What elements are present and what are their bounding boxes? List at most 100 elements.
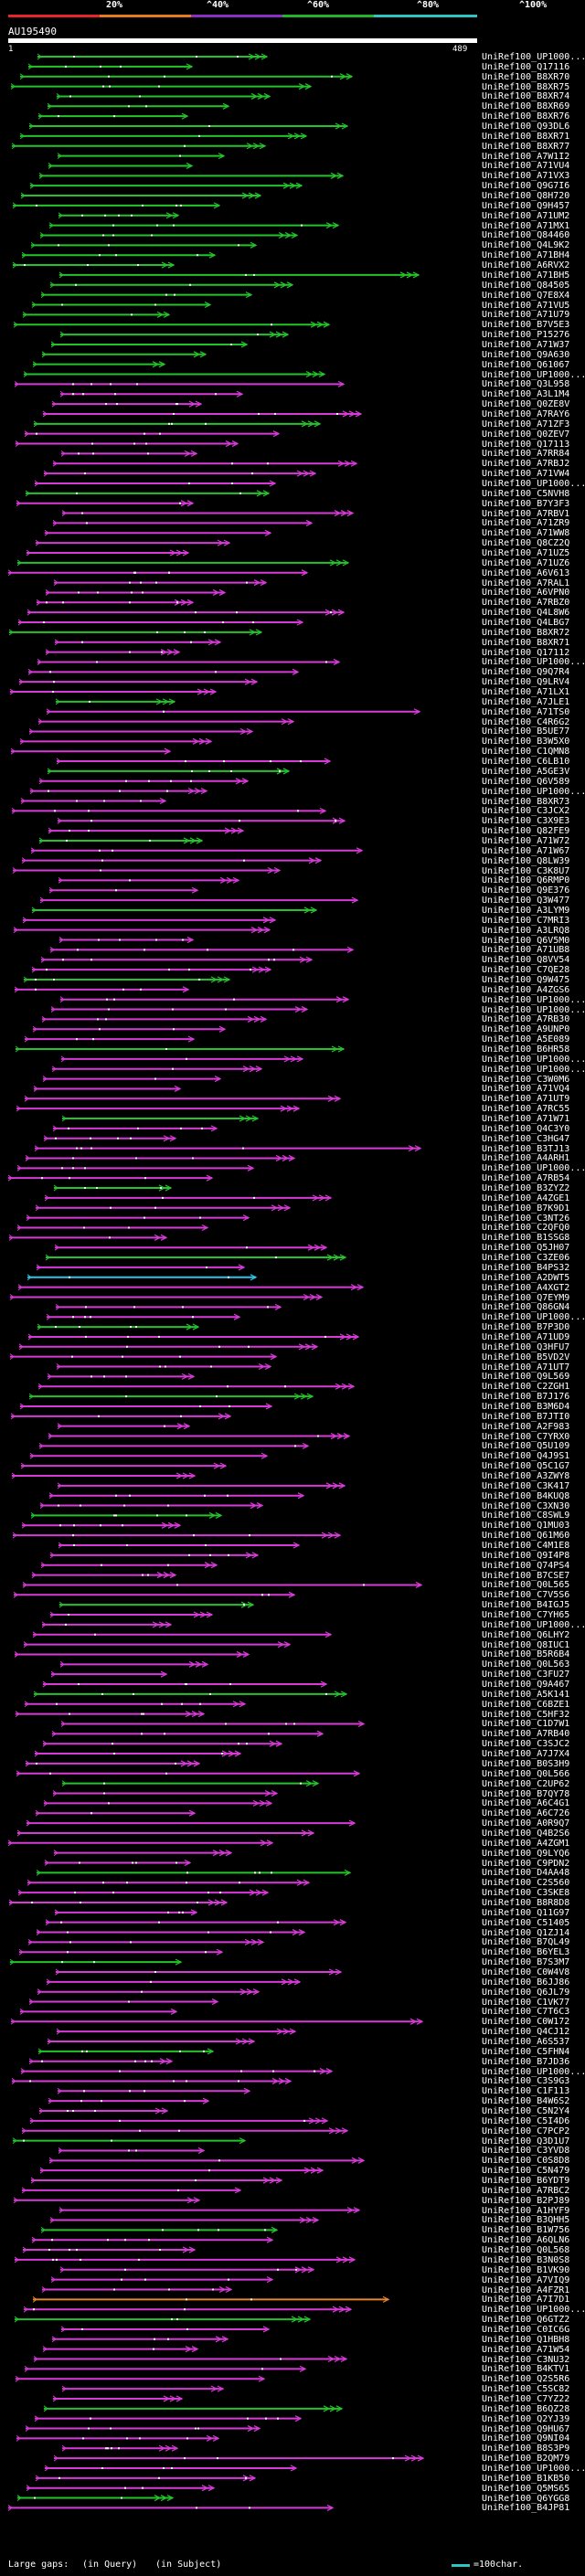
hit-alignment[interactable] [39,1502,264,1510]
hit-alignment[interactable] [48,886,199,894]
hit-label[interactable]: UniRef100_C3K417 [482,1480,570,1491]
hit-label[interactable]: UniRef100_B8XR69 [482,101,570,112]
hit-alignment[interactable] [54,1244,328,1251]
hit-alignment[interactable] [47,768,291,775]
hit-label[interactable]: UniRef100_C3HG47 [482,1133,570,1144]
hit-alignment[interactable] [47,102,230,110]
hit-label[interactable]: UniRef100_B4W6S2 [482,2096,570,2107]
hit-alignment[interactable] [24,1095,342,1102]
hit-label[interactable]: UniRef100_B3ZYZ2 [482,1183,570,1194]
hit-label[interactable]: UniRef100_Q4J9S1 [482,1451,570,1462]
hit-label[interactable]: UniRef100_A5GE3V [482,766,570,777]
hit-label[interactable]: UniRef100_B5R6B4 [482,1649,570,1660]
hit-alignment[interactable] [8,1234,168,1241]
hit-alignment[interactable] [23,2306,353,2313]
hit-label[interactable]: UniRef100_A4ZGM1 [482,1838,570,1849]
hit-alignment[interactable] [10,747,172,755]
hit-alignment[interactable] [41,1621,173,1628]
hit-alignment[interactable] [37,112,189,120]
hit-alignment[interactable] [7,569,309,577]
hit-alignment[interactable] [24,1035,196,1043]
hit-alignment[interactable] [55,698,176,705]
hit-alignment[interactable] [36,1264,246,1271]
hit-alignment[interactable] [53,1850,233,1857]
hit-label[interactable]: UniRef100_Q6YGG8 [482,2493,570,2504]
hit-alignment[interactable] [27,1879,311,1886]
hit-alignment[interactable] [26,1819,356,1827]
hit-label[interactable]: UniRef100_B5UE77 [482,726,570,737]
hit-label[interactable]: UniRef100_B8XR70 [482,71,570,82]
hit-alignment[interactable] [10,83,313,90]
hit-label[interactable]: UniRef100_A7RB40 [482,1729,570,1740]
hit-label[interactable]: UniRef100_A4ZGS6 [482,984,570,995]
hit-label[interactable]: UniRef100_B7JD36 [482,2056,570,2067]
hit-label[interactable]: UniRef100_Q0ZE8V [482,399,570,410]
hit-label[interactable]: UniRef100_B8R8D8 [482,1897,570,1908]
hit-label[interactable]: UniRef100_Q6V5M0 [482,935,570,946]
hit-label[interactable]: UniRef100_C7PCP2 [482,2125,570,2136]
hit-alignment[interactable] [37,53,269,60]
hit-label[interactable]: UniRef100_Q1MU03 [482,1521,570,1532]
hit-label[interactable]: UniRef100_Q2S5R6 [482,2374,570,2385]
hit-label[interactable]: UniRef100_A6C726 [482,1808,570,1819]
hit-alignment[interactable] [43,1799,273,1807]
hit-alignment[interactable] [41,2285,233,2294]
hit-alignment[interactable] [26,549,190,557]
hit-label[interactable]: UniRef100_A71UZ6 [482,557,570,568]
hit-alignment[interactable] [16,1770,361,1777]
hit-alignment[interactable] [61,510,355,517]
hit-alignment[interactable] [25,1154,296,1161]
hit-label[interactable]: UniRef100_A71UT9 [482,1094,570,1105]
hit-label[interactable]: UniRef100_C3YVD8 [482,2146,570,2157]
hit-alignment[interactable] [43,1135,177,1142]
hit-label[interactable]: UniRef100_Q84505 [482,280,570,291]
hit-alignment[interactable] [18,678,259,685]
hit-label[interactable]: UniRef100_B0S3H9 [482,1758,570,1769]
hit-label[interactable]: UniRef100_C0IC6G [482,2324,570,2335]
hit-label[interactable]: UniRef100_Q6JL79 [482,1987,570,1998]
hit-alignment[interactable] [25,490,271,497]
hit-label[interactable]: UniRef100_Q6GTZ2 [482,2315,570,2326]
hit-label[interactable]: UniRef100_B1VK90 [482,2264,570,2275]
hit-alignment[interactable] [38,172,345,179]
hit-alignment[interactable] [22,311,171,318]
hit-alignment[interactable] [24,2365,307,2372]
hit-label[interactable]: UniRef100_UP1000... [482,1619,585,1630]
hit-alignment[interactable] [34,2415,303,2422]
hit-alignment[interactable] [25,1760,201,1767]
hit-alignment[interactable] [25,2425,261,2433]
hit-alignment[interactable] [14,380,346,387]
hit-label[interactable]: UniRef100_B7J176 [482,1392,570,1403]
hit-alignment[interactable] [23,976,231,983]
hit-alignment[interactable] [12,202,221,209]
hit-label[interactable]: UniRef100_A4XGT2 [482,1282,570,1293]
hit-alignment[interactable] [13,321,331,328]
hit-label[interactable]: UniRef100_Q9LRV4 [482,677,570,688]
hit-label[interactable]: UniRef100_C0W4V8 [482,1966,570,1977]
hit-alignment[interactable] [27,1938,265,1945]
hit-alignment[interactable] [59,390,244,398]
hit-alignment[interactable] [12,2137,247,2145]
hit-label[interactable]: UniRef100_C7QE28 [482,965,570,976]
hit-label[interactable]: UniRef100_A71MX1 [482,220,570,231]
hit-label[interactable]: UniRef100_B4PS32 [482,1262,570,1273]
hit-label[interactable]: UniRef100_A71VW4 [482,469,570,480]
hit-alignment[interactable] [37,1323,200,1330]
hit-label[interactable]: UniRef100_C5HF32 [482,1709,570,1720]
hit-alignment[interactable] [44,529,272,536]
hit-alignment[interactable] [46,708,421,716]
hit-label[interactable]: UniRef100_A71W71 [482,1114,570,1125]
hit-label[interactable]: UniRef100_A71VX3 [482,171,570,182]
hit-label[interactable]: UniRef100_C7YH65 [482,1610,570,1621]
hit-alignment[interactable] [49,281,294,289]
hit-label[interactable]: UniRef100_B6YDT9 [482,2176,570,2187]
hit-label[interactable]: UniRef100_Q3W477 [482,896,570,906]
hit-alignment[interactable] [45,588,227,596]
hit-label[interactable]: UniRef100_A71VQ4 [482,1084,570,1095]
hit-label[interactable]: UniRef100_Q3D1U7 [482,2136,570,2147]
hit-alignment[interactable] [59,996,350,1003]
hit-label[interactable]: UniRef100_C7V5S6 [482,1590,570,1601]
hit-alignment[interactable] [11,2077,292,2084]
hit-label[interactable]: UniRef100_Q5JH07 [482,1243,570,1254]
hit-label[interactable]: UniRef100_Q8LW39 [482,855,570,866]
